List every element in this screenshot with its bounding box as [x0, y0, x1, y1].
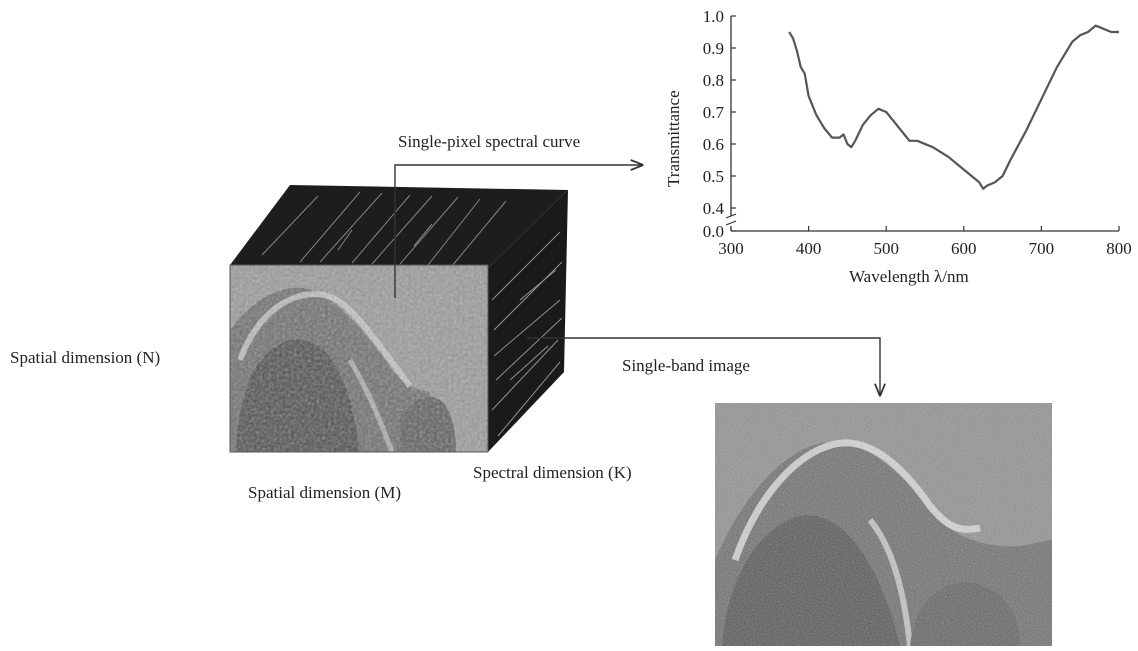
spectral-curve [788, 24, 1119, 190]
spatial-m-label: Spatial dimension (M) [248, 483, 401, 502]
y-tick-label: 0.4 [703, 199, 725, 218]
y-tick-label: 0.5 [703, 167, 724, 186]
x-tick-label: 700 [1029, 239, 1055, 258]
x-tick-label: 300 [718, 239, 744, 258]
spatial-n-label: Spatial dimension (N) [10, 348, 160, 367]
y-tick-label: 0.8 [703, 71, 724, 90]
x-tick-label: 800 [1106, 239, 1132, 258]
axis-break [725, 213, 737, 226]
pixel-connector [394, 165, 642, 298]
x-ticks: 300 400 500 600 700 800 [718, 226, 1132, 258]
x-tick-label: 500 [873, 239, 899, 258]
single-band-image [715, 403, 1052, 647]
y-tick-label: 0.0 [703, 222, 724, 241]
cube-front-face [229, 264, 489, 453]
single-pixel-label: Single-pixel spectral curve [398, 132, 580, 151]
y-tick-label: 0.9 [703, 39, 724, 58]
single-band-label: Single-band image [622, 356, 750, 375]
y-axis-label: Transmittance [664, 90, 683, 187]
x-tick-label: 400 [796, 239, 822, 258]
x-axis-label: Wavelength λ/nm [849, 267, 969, 286]
y-tick-label: 0.6 [703, 135, 724, 154]
y-tick-label: 1.0 [703, 7, 724, 26]
series-line [788, 24, 1119, 190]
y-ticks: 0.0 0.4 0.5 0.6 0.7 0.8 0.9 1.0 [703, 7, 736, 241]
band-connector [527, 337, 880, 395]
y-tick-label: 0.7 [703, 103, 725, 122]
x-tick-label: 600 [951, 239, 977, 258]
cube-top-streaks [261, 191, 507, 267]
spectral-chart: 300 400 500 600 700 800 0.0 0.4 0.5 0.6 0.7 0.8 0.9… [664, 7, 1132, 286]
cube-side-face [488, 190, 568, 452]
spectral-k-label: Spectral dimension (K) [473, 463, 632, 482]
cube-top-face [230, 185, 568, 268]
cube-side-streaks [491, 231, 563, 437]
hyperspectral-cube [229, 185, 568, 453]
